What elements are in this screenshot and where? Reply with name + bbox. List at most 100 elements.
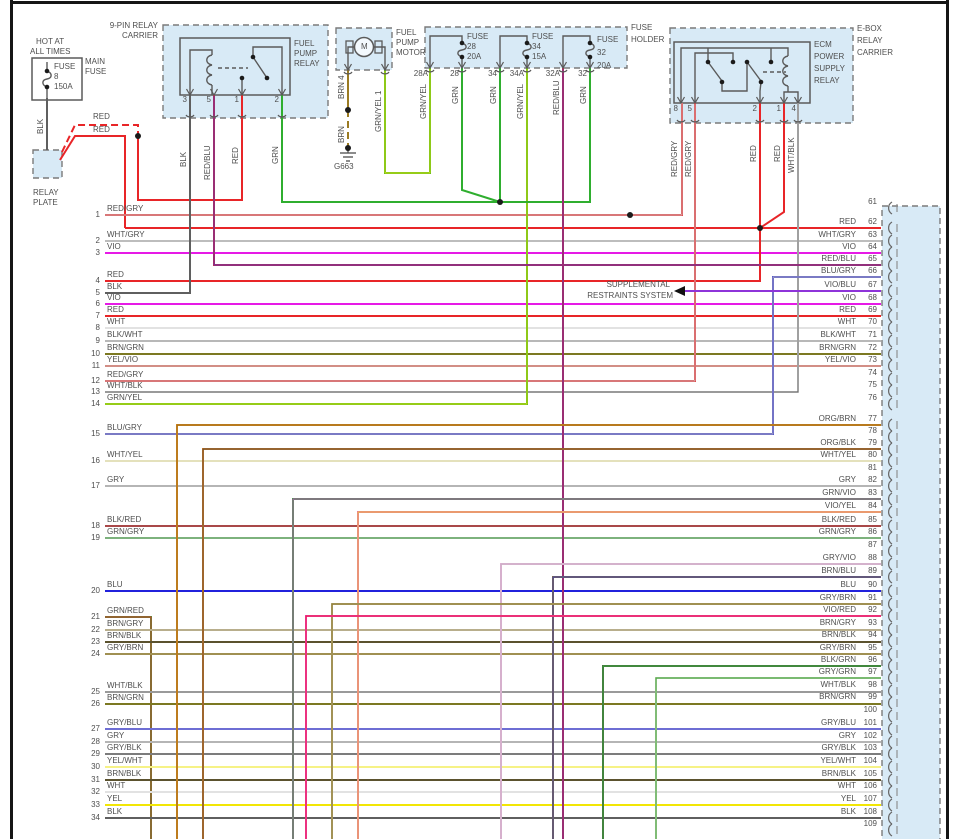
connector-hook-icon-29 [888,584,893,598]
connector-pin-number: 84 [868,501,877,510]
wire-color-label: RED [749,145,758,162]
connector-pin-number: 68 [868,293,877,302]
connector-pin-label: ORG/BRN [818,414,856,423]
left-row-label: WHT/GRY [107,230,145,239]
connector-pin-number: 92 [868,605,877,614]
pin-cup-icon-15 [779,119,789,123]
left-row-label: GRY/BLU [107,718,142,727]
left-row-label: GRY [107,475,125,484]
internal-conductor-18 [694,52,734,103]
connector-pin-number: 96 [868,655,877,664]
fuse-element-icon-0 [42,70,52,88]
motor-m-label: M [361,42,368,51]
internal-conductor-21 [721,63,748,92]
left-row-number: 21 [91,612,100,621]
connector-hook-icon-40 [888,722,893,736]
pin-cup-icon-7 [457,69,467,73]
connector-pin-number: 62 [868,217,877,226]
left-row-number: 15 [91,429,100,438]
connector-hook-icon-17 [888,430,893,444]
connector-pin-number: 100 [863,705,877,714]
internal-conductor-23 [759,81,762,103]
wire-color-label: RED [773,145,782,162]
connector-pin-label: GRY/BRN [819,593,856,602]
wire-stripe-row12-redgry-ebox5 [105,103,696,382]
left-row-label: GRY/BRN [107,643,144,652]
diagram-label: 2 [752,104,757,113]
connector-pin-label: YEL/WHT [820,756,856,765]
connector-pin-label: BRN/GRN [819,343,856,352]
connector-pin-label: WHT/GRY [818,230,856,239]
wire-relay2-grn-fusefeed [281,68,591,203]
diagram-label: 4 [791,104,796,113]
left-row-number: 12 [91,376,100,385]
pin-chevron-icon-5 [380,63,390,72]
pin-chevron-icon-16 [793,96,803,105]
internal-conductor-17 [783,91,799,103]
pin-chevron-icon-14 [755,96,765,105]
diagram-label: RELAY [294,59,320,68]
connector-hook-icon-47 [888,811,893,825]
pin-cup-icon-9 [522,69,532,73]
connector-pin-number: 93 [868,618,877,627]
pin-cup-icon-10 [558,69,568,73]
diagram-label: RELAY [33,188,59,197]
diagram-label: POWER [814,52,845,61]
connector-pin-number: 107 [863,794,877,803]
wire-color-label: BRN 4 [337,75,346,99]
pin-cup-icon-11 [585,69,595,73]
connector-pin-label: GRY/BLK [821,743,856,752]
left-row-number: 22 [91,625,100,634]
connector-pin-number: 101 [863,718,877,727]
wire-stripe-row21-grnred [105,616,152,839]
connector-pin-number: 73 [868,355,877,364]
wire-stripe-row97-grygrn [655,677,881,839]
diagram-label: 1 [234,95,239,104]
wire-color-label: GRN [271,146,280,164]
connector-pin-number: 97 [868,667,877,676]
diagram-label: 15A [532,52,547,61]
connector-pin-number: 74 [868,368,877,377]
connector-pin-label: WHT/BLK [820,680,856,689]
contact-dot-9 [264,75,270,81]
connector-hook-icon-26 [888,544,893,558]
internal-conductor-5 [252,56,268,79]
connector-hook-icon-43 [888,760,893,774]
connector-hook-icon-45 [888,785,893,799]
wire-color-label: RED/BLU [552,80,561,115]
connector-pin-label: BLK/RED [821,515,856,524]
connector-hook-icon-38 [888,696,893,710]
pin-cup-icon-2 [237,114,247,118]
contact-dot-2 [459,40,465,46]
pin-chevron-icon-6 [425,61,435,70]
connector-pin-label: ORG/BLK [820,438,856,447]
connector-pin-number: 102 [863,731,877,740]
pin-chevron-icon-0 [185,88,195,97]
connector-hook-icon-39 [888,709,893,723]
connector-pin-label: BRN/BLU [821,566,856,575]
motor-icon [353,36,375,58]
wire-color-label: BRN [337,126,346,143]
contact-dot-7 [587,54,593,60]
diagram-label: 8 [54,72,59,81]
junction-dot-1 [345,107,351,113]
connector-hook-icon-7 [888,297,893,311]
contact-dot-11 [705,59,711,65]
connector-hook-icon-36 [888,671,893,685]
pin-cup-icon-12 [676,119,686,123]
pin-chevron-icon-1 [209,88,219,97]
connector-pin-label: GRY [838,731,856,740]
pin-chevron-icon-11 [585,61,595,70]
left-row-number: 26 [91,699,100,708]
connector-pin-number: 71 [868,330,877,339]
connector-hook-icon-9 [888,321,893,335]
diagram-label: 28A [413,69,428,78]
wire-stripe-row79-orgblk [202,448,881,839]
relay-coil-icon-0 [206,54,213,86]
connector-pin-number: 72 [868,343,877,352]
diagram-label: ALL TIMES [30,47,71,56]
ebox-relay-carrier [669,27,854,124]
wire-stripe-row1-redgry [105,103,683,216]
left-row-label: YEL/VIO [107,355,139,364]
